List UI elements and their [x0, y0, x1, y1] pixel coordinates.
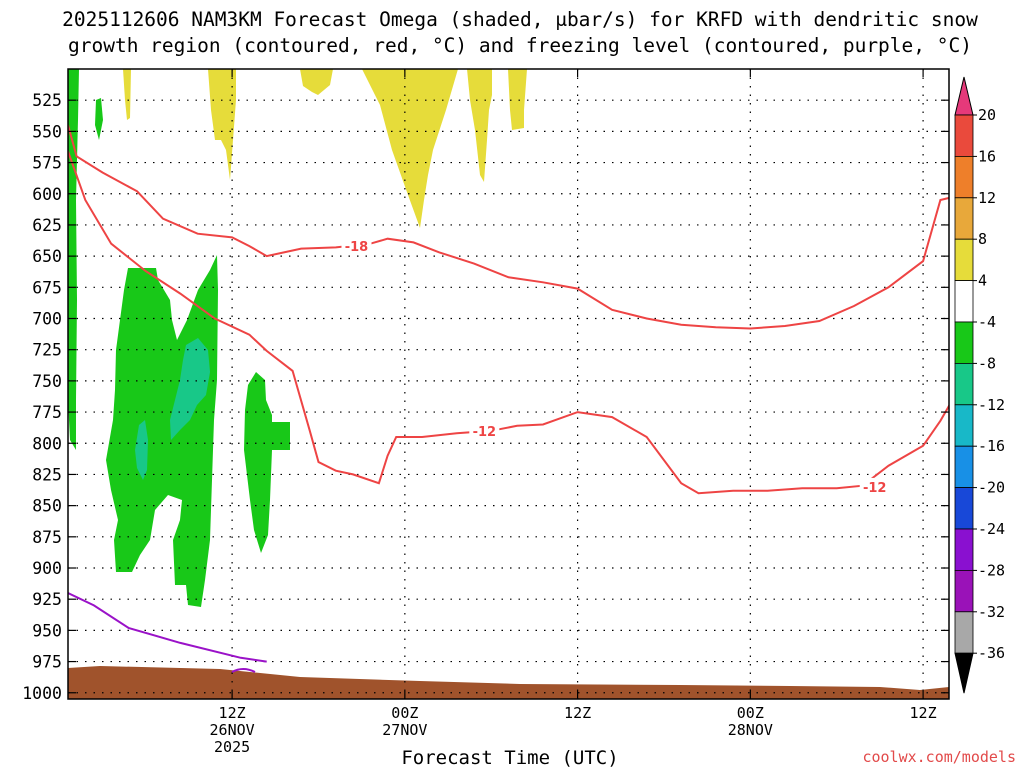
y-tick-label: 600: [32, 185, 62, 204]
y-tick-label: 850: [32, 497, 62, 516]
contour-label-bg: [341, 237, 372, 255]
omega-positive-region: [467, 69, 492, 182]
colorbar-top-arrow: [954, 76, 974, 116]
colorbar-label: 4: [978, 272, 987, 290]
colorbar-segment: [954, 114, 974, 157]
colorbar-label: -24: [978, 520, 1005, 538]
x-tick-label: 28NOV: [728, 721, 773, 739]
colorbar-segment: [954, 321, 974, 364]
x-tick-label: 12Z: [910, 704, 937, 722]
y-tick-label: 625: [32, 216, 62, 235]
contour-labels: -18 -12 -12: [341, 237, 890, 496]
contour-label-bg: [469, 421, 500, 439]
colorbar-label: -32: [978, 603, 1005, 621]
colorbar-segment: [954, 487, 974, 530]
y-tick-label: 950: [32, 621, 62, 640]
contour-label: -12: [473, 425, 497, 440]
contour-label: -12: [863, 481, 887, 496]
x-tick-label: 2025: [214, 738, 250, 756]
colorbar-segment: [954, 362, 974, 406]
colorbar-label: -8: [978, 354, 996, 372]
colorbar-segment: [954, 197, 974, 240]
y-tick-label: 875: [32, 528, 62, 547]
y-tick-label: 925: [32, 590, 62, 609]
contour-line: [68, 124, 949, 330]
colorbar-label: -16: [978, 437, 1005, 455]
omega-negative-region: [244, 372, 290, 553]
colorbar-bottom-arrow: [954, 652, 974, 694]
y-tick-label: 525: [32, 91, 62, 110]
omega-strong-negative-region: [135, 420, 148, 480]
omega-shading: [68, 69, 949, 699]
colorbar-label: -12: [978, 396, 1005, 414]
y-tick-label: 1000: [22, 684, 62, 703]
freezing-level-line: [68, 592, 267, 663]
colorbar-segment: [954, 155, 974, 199]
colorbar-segment: [954, 528, 974, 571]
chart-title-line-2: growth region (contoured, red, °C) and f…: [68, 34, 972, 57]
colorbar-segment: [954, 280, 974, 323]
colorbar-segment: [954, 611, 974, 654]
colorbar-label: 8: [978, 230, 987, 248]
x-tick-label: 12Z: [564, 704, 591, 722]
colorbar-segment: [954, 570, 974, 613]
omega-strong-negative-region: [170, 338, 210, 440]
contour-label-bg: [859, 477, 890, 495]
colorbar-label: -20: [978, 479, 1005, 497]
omega-positive-region: [123, 69, 131, 120]
colorbar-segment: [954, 404, 974, 447]
y-tick-label: 725: [32, 341, 62, 360]
credit-link[interactable]: coolwx.com/models: [862, 748, 1016, 766]
colorbar-label: -28: [978, 561, 1005, 579]
y-tick-label: 775: [32, 403, 62, 422]
y-tick-label: 650: [32, 247, 62, 266]
y-axis-pressure: 525 550 575 600 625 650 675 700 725 750 775 800 825 8…: [22, 91, 949, 703]
chart-title-line-1: 2025112606 NAM3KM Forecast Omega (shaded…: [62, 8, 978, 31]
surface-terrain: [68, 666, 949, 699]
colorbar-label: 12: [978, 189, 996, 207]
y-tick-label: 900: [32, 559, 62, 578]
omega-colorbar: 20 16 12 8 4 -4 -8 -12 -16 -20 -24 -28 -32 -36: [954, 76, 1005, 694]
y-tick-label: 550: [32, 122, 62, 141]
y-tick-label: 575: [32, 154, 62, 173]
grid-lines: [68, 69, 949, 699]
y-tick-label: 800: [32, 434, 62, 453]
colorbar-label: 16: [978, 147, 996, 165]
x-tick-label: 12Z: [219, 704, 246, 722]
y-tick-label: 750: [32, 372, 62, 391]
omega-positive-region: [508, 69, 527, 130]
omega-positive-region: [208, 69, 236, 180]
contour-label: -18: [345, 240, 369, 255]
omega-negative-region: [68, 69, 79, 450]
y-tick-label: 975: [32, 653, 62, 672]
x-tick-label: 26NOV: [210, 721, 255, 739]
colorbar-segment: [954, 445, 974, 489]
x-tick-label: 27NOV: [382, 721, 427, 739]
x-tick-label: 00Z: [391, 704, 418, 722]
colorbar-label: 20: [978, 106, 996, 124]
freezing-level-line: [231, 668, 256, 673]
plot-frame: [67, 68, 950, 700]
omega-positive-region: [300, 69, 333, 95]
omega-positive-region: [362, 69, 458, 228]
y-tick-label: 675: [32, 278, 62, 297]
x-tick-label: 00Z: [737, 704, 764, 722]
colorbar-label: -4: [978, 313, 996, 331]
y-tick-label: 700: [32, 310, 62, 329]
colorbar-label: -36: [978, 644, 1005, 662]
omega-negative-region: [95, 98, 103, 140]
y-tick-label: 825: [32, 465, 62, 484]
colorbar-segment: [954, 238, 974, 281]
x-axis-label: Forecast Time (UTC): [401, 747, 618, 768]
